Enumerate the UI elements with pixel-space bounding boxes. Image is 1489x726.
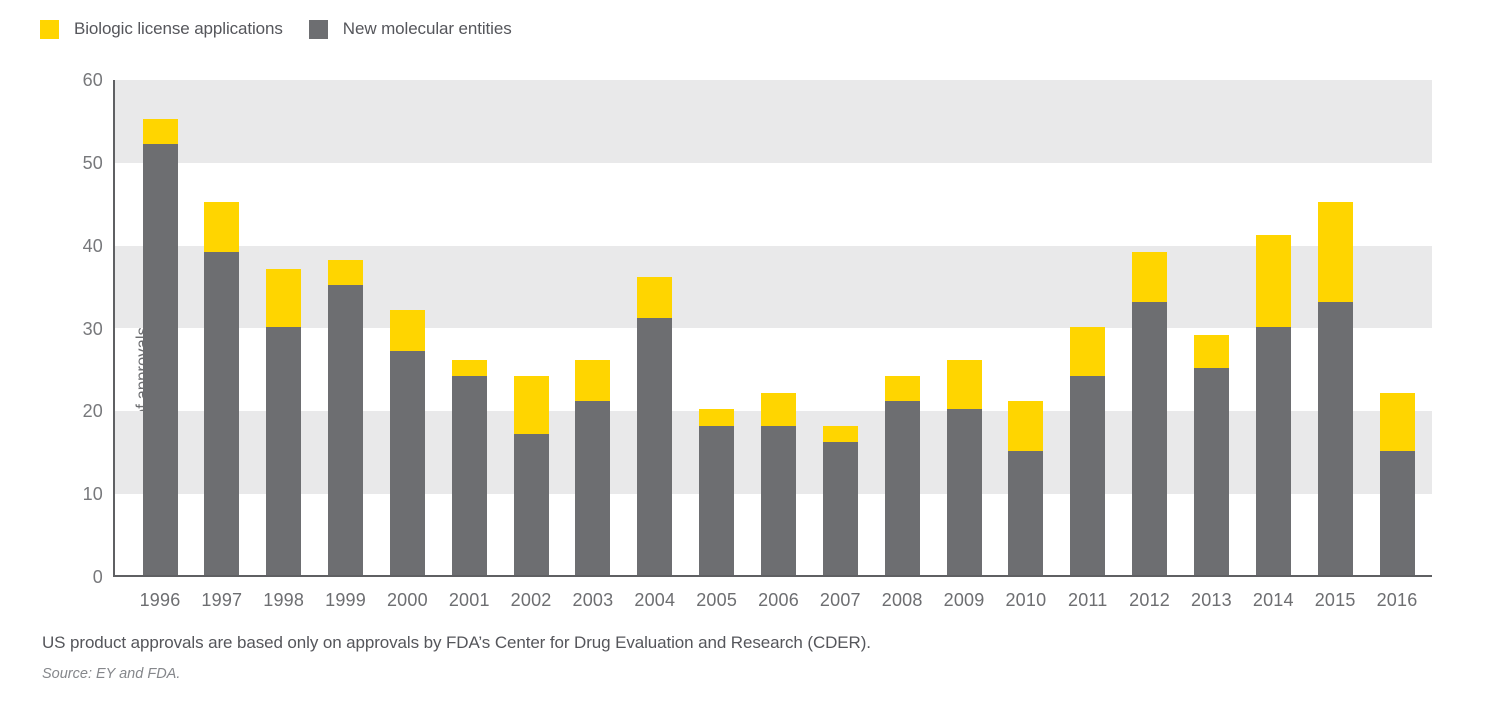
x-tick-label-2016: 2016 xyxy=(1376,590,1418,610)
y-tick-label-10: 10 xyxy=(82,484,103,505)
x-tick-label-2004: 2004 xyxy=(634,590,676,610)
x-tick-label-1997: 1997 xyxy=(201,590,243,610)
legend-label-bla: Biologic license applications xyxy=(74,19,283,38)
bar-bla-2011 xyxy=(1070,326,1106,377)
bar-bla-2010 xyxy=(1008,401,1044,451)
x-tick-label-2015: 2015 xyxy=(1314,590,1356,610)
bar-bla-2014 xyxy=(1255,235,1291,327)
x-tick-label-2009: 2009 xyxy=(943,590,985,610)
bar-bla-2016 xyxy=(1379,392,1415,451)
plot-area: Number of approvals 01020304050601996199… xyxy=(83,71,1432,610)
bar-nme-2006 xyxy=(761,425,796,575)
x-tick-label-2003: 2003 xyxy=(572,590,614,610)
bar-bla-2013 xyxy=(1193,334,1229,368)
bar-nme-1997 xyxy=(204,251,240,575)
legend-item-bla: Biologic license applications xyxy=(40,19,283,39)
x-tick-label-2007: 2007 xyxy=(819,590,861,610)
y-tick-label-20: 20 xyxy=(82,401,103,422)
legend-item-nme: New molecular entities xyxy=(308,19,512,39)
bar-nme-2014 xyxy=(1255,326,1291,575)
bar-nme-2003 xyxy=(575,401,611,575)
bar-nme-2015 xyxy=(1317,301,1353,575)
x-tick-label-2002: 2002 xyxy=(510,590,552,610)
footnote: US product approvals are based only on a… xyxy=(42,633,871,652)
legend-label-nme: New molecular entities xyxy=(342,19,512,38)
bar-bla-1996 xyxy=(142,119,178,145)
x-tick-label-2001: 2001 xyxy=(448,590,490,610)
bar-bla-2004 xyxy=(637,276,673,319)
bar-nme-2002 xyxy=(513,434,549,575)
bar-bla-2008 xyxy=(884,376,920,402)
x-tick-label-2005: 2005 xyxy=(696,590,738,610)
grid-band-50-60 xyxy=(115,80,1432,163)
bar-bla-2002 xyxy=(513,376,549,435)
x-tick-label-2012: 2012 xyxy=(1129,590,1171,610)
bla-color-swatch-icon xyxy=(40,19,59,39)
bar-bla-2000 xyxy=(389,309,425,352)
bar-bla-2012 xyxy=(1132,251,1168,302)
bar-nme-1996 xyxy=(142,144,178,575)
bar-nme-2016 xyxy=(1379,450,1415,575)
x-tick-label-1996: 1996 xyxy=(139,590,181,610)
bar-bla-1999 xyxy=(328,260,364,286)
source-note: Source: EY and FDA. xyxy=(42,666,181,682)
y-tick-label-0: 0 xyxy=(92,567,103,587)
bar-nme-2012 xyxy=(1132,301,1168,575)
x-tick-label-2013: 2013 xyxy=(1191,590,1232,610)
y-tick-label-30: 30 xyxy=(82,318,103,339)
x-tick-label-1999: 1999 xyxy=(325,590,366,610)
y-tick-label-60: 60 xyxy=(82,70,103,90)
bar-nme-2000 xyxy=(389,351,425,575)
grid-band-30-40 xyxy=(115,245,1432,329)
bar-nme-2007 xyxy=(822,442,858,575)
x-tick-label-2006: 2006 xyxy=(758,590,799,610)
bar-nme-2009 xyxy=(946,409,982,575)
bar-nme-2011 xyxy=(1070,376,1106,575)
bar-bla-2009 xyxy=(946,359,982,410)
bar-bla-1997 xyxy=(204,202,240,252)
bar-nme-2004 xyxy=(637,318,673,575)
bar-bla-1998 xyxy=(266,268,302,327)
bar-bla-2003 xyxy=(575,359,611,402)
bar-nme-2010 xyxy=(1008,450,1044,575)
legend: Biologic license applications New molecu… xyxy=(40,19,512,39)
x-tick-label-2000: 2000 xyxy=(386,590,428,610)
bar-nme-2005 xyxy=(699,425,735,575)
nme-color-swatch-icon xyxy=(308,19,328,39)
bar-nme-1998 xyxy=(266,326,302,575)
y-tick-label-40: 40 xyxy=(82,235,103,256)
bar-bla-2006 xyxy=(761,392,796,426)
x-tick-label-2011: 2011 xyxy=(1067,590,1108,610)
x-tick-label-2008: 2008 xyxy=(881,590,923,610)
bar-nme-2008 xyxy=(884,401,920,575)
bar-bla-2015 xyxy=(1317,202,1353,302)
bar-bla-2001 xyxy=(451,359,487,377)
x-tick-label-1998: 1998 xyxy=(263,590,305,610)
bar-bla-2007 xyxy=(822,425,858,443)
y-tick-label-50: 50 xyxy=(82,152,103,173)
bar-nme-1999 xyxy=(328,285,364,575)
bar-bla-2005 xyxy=(699,409,735,426)
bar-nme-2001 xyxy=(451,376,487,575)
x-tick-label-2014: 2014 xyxy=(1252,590,1294,610)
x-tick-label-2010: 2010 xyxy=(1005,590,1047,610)
bar-nme-2013 xyxy=(1193,367,1229,575)
